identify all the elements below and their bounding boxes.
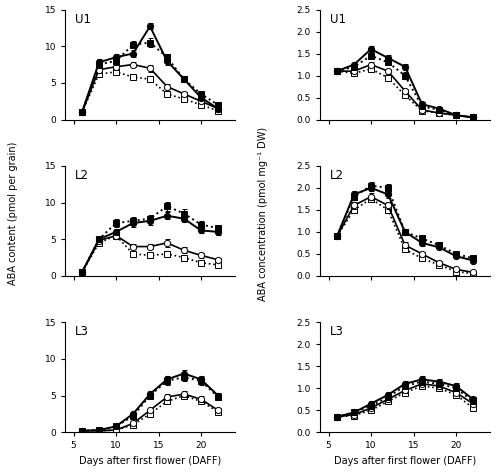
Text: U1: U1 bbox=[330, 13, 346, 26]
Text: ABA content (pmol per grain): ABA content (pmol per grain) bbox=[8, 142, 18, 285]
Text: L2: L2 bbox=[75, 169, 89, 182]
Text: L3: L3 bbox=[75, 325, 89, 339]
Text: ABA concentration (pmol mg⁻¹ DW): ABA concentration (pmol mg⁻¹ DW) bbox=[258, 127, 268, 301]
Text: L2: L2 bbox=[330, 169, 344, 182]
X-axis label: Days after first flower (DAFF): Days after first flower (DAFF) bbox=[334, 456, 476, 466]
Text: L3: L3 bbox=[330, 325, 344, 339]
X-axis label: Days after first flower (DAFF): Days after first flower (DAFF) bbox=[79, 456, 221, 466]
Text: U1: U1 bbox=[75, 13, 91, 26]
